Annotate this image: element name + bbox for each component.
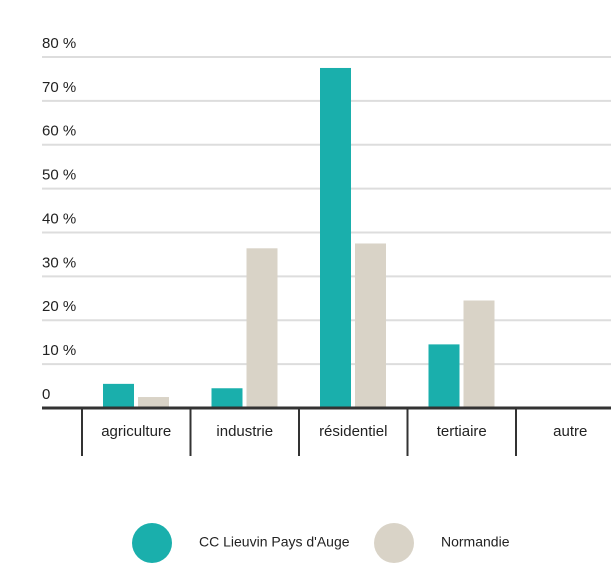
legend-swatch [132,523,172,563]
y-tick-label: 30 % [42,254,76,271]
y-tick-label: 10 % [42,342,76,359]
legend-swatch [374,523,414,563]
bar [138,397,169,408]
y-tick-label: 50 % [42,167,76,184]
bar [320,67,351,408]
x-tick-label: agriculture [101,423,171,440]
y-tick-label: 0 [42,386,50,403]
legend-label: Normandie [441,534,510,550]
bar [246,248,278,408]
legend-label: CC Lieuvin Pays d'Auge [199,534,350,550]
y-tick-label: 40 % [42,210,76,227]
y-tick-label: 20 % [42,298,76,315]
bar [211,388,243,408]
bar [463,300,495,408]
x-tick-label: résidentiel [319,423,387,440]
x-tick-label: tertiaire [437,423,487,440]
y-tick-label: 70 % [42,79,76,96]
y-tick-label: 60 % [42,123,76,140]
bar [103,383,134,408]
bar [355,243,386,408]
y-tick-label: 80 % [42,35,76,52]
x-tick-label: industrie [216,423,273,440]
bar [428,344,460,408]
x-tick-label: autre [553,423,587,440]
